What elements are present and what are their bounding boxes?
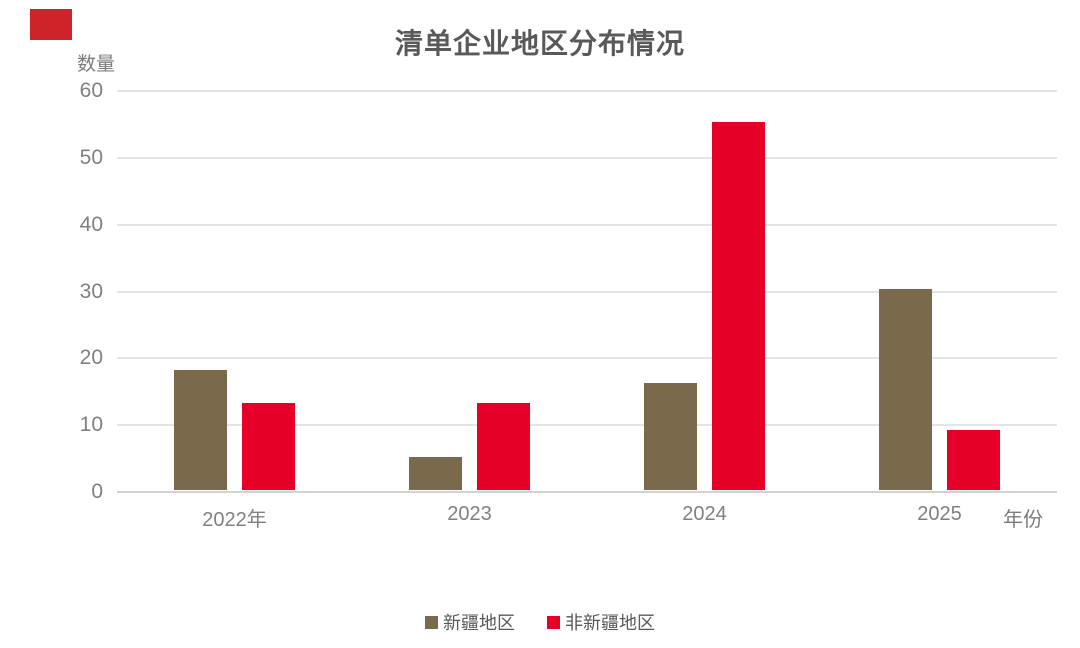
x-tick-label: 2023	[447, 503, 492, 525]
red-corner-mark	[30, 9, 72, 40]
gridline	[117, 156, 1057, 159]
legend: 新疆地区 非新疆地区	[0, 609, 1080, 635]
gridline	[117, 424, 1057, 427]
y-axis-title: 数量	[77, 54, 116, 75]
bar-non-xinjiang-2	[712, 122, 765, 490]
y-tick-label: 30	[79, 279, 103, 303]
legend-item-xinjiang: 新疆地区	[425, 609, 515, 635]
gridline	[117, 223, 1057, 226]
bar-xinjiang-3	[879, 289, 932, 490]
gridline	[117, 90, 1057, 92]
x-tick-label: 2025	[917, 503, 962, 525]
legend-item-non-xinjiang: 非新疆地区	[547, 609, 655, 635]
legend-label-non-xinjiang: 非新疆地区	[565, 613, 655, 633]
bar-non-xinjiang-1	[477, 403, 530, 490]
bar-xinjiang-2	[644, 383, 697, 490]
bar-non-xinjiang-3	[947, 430, 1000, 490]
bar-non-xinjiang-0	[242, 403, 295, 490]
legend-swatch-xinjiang	[425, 615, 438, 629]
y-tick-label: 50	[79, 145, 103, 169]
x-axis-line	[117, 491, 1057, 493]
y-tick-label: 0	[91, 480, 103, 503]
plot-area	[117, 90, 1057, 493]
y-tick-label: 40	[79, 212, 103, 236]
chart-title: 清单企业地区分布情况	[394, 28, 685, 59]
gridline	[117, 290, 1057, 293]
gridline	[117, 357, 1057, 360]
legend-swatch-non-xinjiang	[547, 615, 560, 629]
y-tick-label: 10	[79, 413, 103, 437]
x-axis-title: 年份	[1003, 509, 1043, 531]
bar-xinjiang-0	[174, 370, 227, 490]
x-tick-label: 2024	[682, 503, 727, 525]
y-tick-label: 20	[79, 346, 103, 370]
x-tick-label: 2022年	[202, 509, 267, 531]
legend-label-xinjiang: 新疆地区	[443, 613, 515, 633]
y-tick-label: 60	[79, 79, 103, 102]
bar-xinjiang-1	[409, 457, 462, 490]
